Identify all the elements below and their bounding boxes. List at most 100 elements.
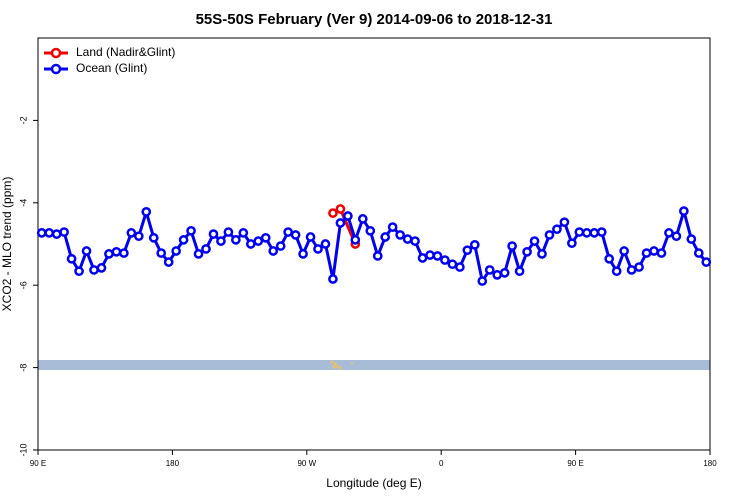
point: [417, 253, 428, 263]
series-line: [41, 205, 708, 285]
point: [581, 228, 592, 238]
point: [253, 236, 264, 246]
point: [499, 267, 510, 278]
point: [686, 234, 697, 244]
point: [193, 249, 204, 259]
point: [119, 248, 129, 258]
point: [380, 232, 391, 242]
point: [544, 230, 555, 240]
point: [357, 214, 368, 224]
y-tick-label: -4: [18, 199, 28, 207]
point: [664, 228, 674, 238]
y-tick-label: -6: [18, 281, 28, 289]
point: [59, 227, 69, 237]
point: [372, 251, 383, 261]
point: [387, 222, 398, 232]
point: [238, 228, 249, 238]
point: [425, 250, 435, 260]
point: [44, 228, 55, 238]
point: [693, 248, 704, 258]
point: [141, 207, 152, 217]
point: [432, 251, 443, 261]
point: [552, 224, 562, 235]
point: [559, 217, 570, 228]
point: [275, 241, 286, 251]
point: [507, 241, 517, 251]
point: [469, 239, 480, 250]
point: [305, 232, 316, 242]
point: [268, 246, 279, 256]
x-tick-label: 0: [439, 459, 444, 468]
point: [290, 230, 301, 240]
point: [649, 246, 659, 256]
point: [462, 245, 473, 256]
x-tick-label: 180: [166, 459, 180, 468]
legend-label: Ocean (Glint): [76, 61, 147, 75]
point: [402, 234, 413, 244]
point: [156, 248, 167, 258]
legend-marker: [50, 47, 62, 59]
point: [343, 211, 353, 221]
point: [126, 228, 137, 238]
point: [328, 274, 338, 284]
chart-title: 55S-50S February (Ver 9) 2014-09-06 to 2…: [196, 11, 553, 28]
plot-frame: [37, 37, 711, 451]
point: [567, 238, 577, 249]
x-tick-label: 90 E: [30, 459, 46, 468]
point: [365, 225, 376, 236]
point: [186, 225, 196, 236]
point: [245, 239, 256, 249]
point: [283, 227, 293, 237]
y-tick-label: -2: [18, 116, 28, 124]
point: [216, 236, 226, 246]
point: [634, 262, 644, 272]
point: [201, 244, 211, 254]
point: [641, 248, 652, 258]
point: [492, 270, 503, 280]
coverage-dots: [330, 360, 353, 370]
point: [350, 235, 361, 245]
coverage-strip: [38, 360, 710, 370]
point: [89, 265, 99, 275]
point: [537, 249, 547, 259]
point: [163, 257, 174, 267]
point: [231, 235, 241, 245]
point: [596, 227, 607, 237]
point: [260, 232, 271, 243]
point: [529, 236, 540, 246]
point: [671, 231, 682, 242]
point: [178, 235, 189, 245]
point: [66, 253, 77, 264]
point: [36, 228, 47, 238]
point: [313, 244, 323, 254]
point: [484, 265, 495, 275]
point: [656, 248, 667, 258]
point: [171, 246, 181, 256]
point: [335, 218, 346, 228]
y-tick-label: -10: [18, 443, 28, 456]
point: [208, 229, 219, 239]
point: [619, 246, 629, 256]
x-tick-label: 180: [703, 459, 717, 468]
y-tick-label: -8: [18, 364, 28, 372]
point: [589, 228, 600, 238]
point: [701, 257, 712, 267]
y-axis-label: XCO2 - MLO trend (ppm): [0, 177, 14, 312]
legend-label: Land (Nadir&Glint): [76, 45, 175, 59]
point: [104, 249, 114, 259]
point: [81, 246, 92, 256]
point: [626, 265, 637, 275]
point: [395, 230, 405, 240]
point: [96, 263, 107, 273]
x-axis-label: Longitude (deg E): [326, 476, 421, 490]
point: [51, 229, 62, 239]
point: [679, 206, 689, 216]
point: [447, 259, 458, 270]
point: [574, 227, 585, 237]
point: [320, 239, 331, 249]
point: [223, 227, 234, 237]
point: [522, 246, 532, 257]
point: [133, 231, 144, 242]
point: [514, 266, 525, 277]
